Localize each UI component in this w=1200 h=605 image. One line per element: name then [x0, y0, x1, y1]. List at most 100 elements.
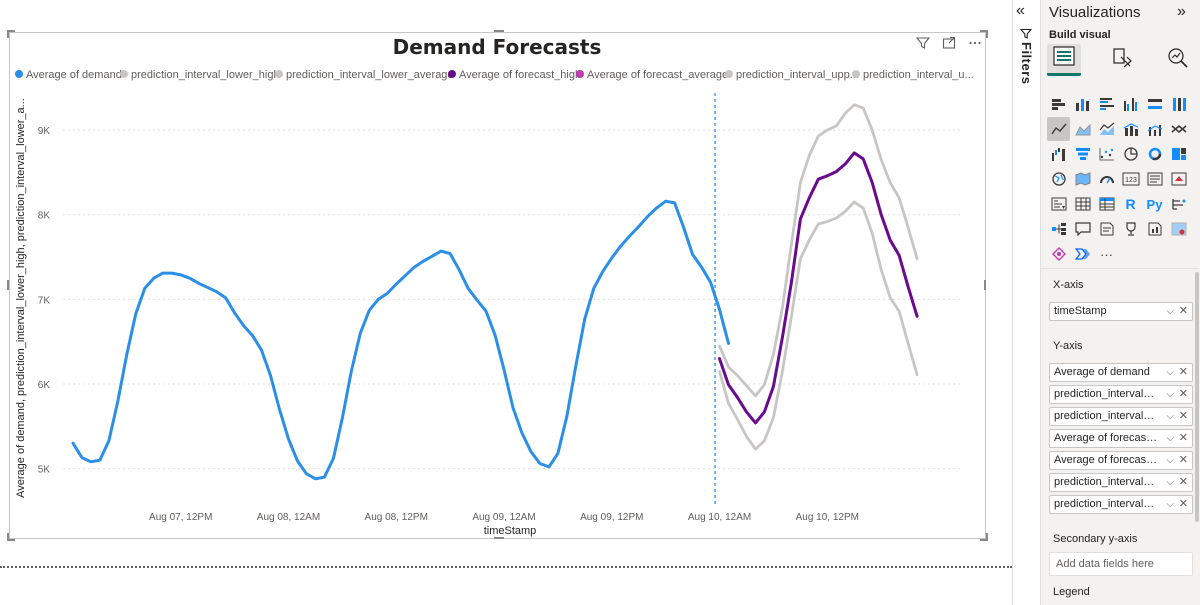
- key-influencers-icon[interactable]: [1167, 192, 1190, 216]
- power-automate-flow-icon[interactable]: [1071, 242, 1094, 266]
- line-stacked-column-chart-icon[interactable]: [1119, 117, 1142, 141]
- resize-handle-top-left[interactable]: [7, 30, 15, 38]
- python-visual-icon[interactable]: Py: [1143, 192, 1166, 216]
- chevron-down-icon[interactable]: ⌵: [1166, 455, 1174, 466]
- resize-handle-top-right[interactable]: [980, 30, 988, 38]
- resize-handle-left[interactable]: [7, 280, 9, 290]
- legend-item-label[interactable]: Average of forecast_average: [587, 69, 728, 81]
- waterfall-chart-icon[interactable]: [1047, 142, 1070, 166]
- legend-item-label[interactable]: prediction_interval_upp...: [736, 69, 859, 81]
- remove-field-icon[interactable]: ✕: [1178, 432, 1188, 444]
- pie-chart-icon[interactable]: [1119, 142, 1142, 166]
- r-script-visual-icon[interactable]: R: [1119, 192, 1142, 216]
- resize-handle-bottom-left[interactable]: [7, 533, 15, 541]
- legend-marker[interactable]: [275, 70, 283, 78]
- x-axis-field-pill[interactable]: timeStamp ⌵ ✕: [1049, 302, 1193, 321]
- remove-field-icon[interactable]: ✕: [1178, 454, 1188, 466]
- qna-icon[interactable]: [1071, 217, 1094, 241]
- chevron-down-icon[interactable]: ⌵: [1166, 433, 1174, 444]
- clustered-bar-chart-icon[interactable]: [1095, 92, 1118, 116]
- y-axis-field-pill[interactable]: Average of forecast_a... ⌵ ✕: [1049, 451, 1193, 470]
- resize-handle-right[interactable]: [984, 280, 986, 290]
- filters-pane-collapsed[interactable]: [1012, 0, 1040, 605]
- legend-marker[interactable]: [448, 70, 456, 78]
- y-axis-field-pill[interactable]: prediction_interval_lo... ⌵ ✕: [1049, 385, 1193, 404]
- power-apps-icon[interactable]: [1167, 217, 1190, 241]
- donut-chart-icon[interactable]: [1143, 142, 1166, 166]
- filter-icon[interactable]: [915, 36, 931, 52]
- kpi-icon[interactable]: [1167, 167, 1190, 191]
- y-axis-field-pill[interactable]: prediction_interval_up... ⌵ ✕: [1049, 473, 1193, 492]
- chevron-down-icon[interactable]: ⌵: [1166, 499, 1174, 510]
- area-chart-icon[interactable]: [1071, 117, 1094, 141]
- chevron-down-icon[interactable]: ⌵: [1166, 367, 1174, 378]
- remove-field-icon[interactable]: ✕: [1178, 476, 1188, 488]
- scatter-chart-icon[interactable]: [1095, 142, 1118, 166]
- resize-handle-bottom-right[interactable]: [980, 533, 988, 541]
- y-axis-field-pill[interactable]: Average of forecast_h... ⌵ ✕: [1049, 429, 1193, 448]
- series-line-average-of-demand[interactable]: [71, 199, 730, 481]
- analytics-tab[interactable]: [1161, 44, 1195, 76]
- collapse-filters-icon[interactable]: «: [1016, 2, 1025, 19]
- card-icon[interactable]: 123: [1119, 167, 1142, 191]
- treemap-icon[interactable]: [1167, 142, 1190, 166]
- report-canvas[interactable]: 5K 6K 7K 8K 9K Aug 07, 12PM Aug 08, 12AM Aug 08…: [0, 0, 1012, 605]
- matrix-icon[interactable]: [1095, 192, 1118, 216]
- focus-mode-icon[interactable]: [941, 36, 957, 52]
- clustered-column-chart-icon[interactable]: [1119, 92, 1142, 116]
- legend-marker[interactable]: [576, 70, 584, 78]
- power-automate-icon[interactable]: [1047, 242, 1070, 266]
- ribbon-chart-icon[interactable]: [1167, 117, 1190, 141]
- resize-handle-bottom[interactable]: [494, 537, 504, 539]
- chevron-down-icon[interactable]: ⌵: [1166, 411, 1174, 422]
- stacked-column-100-chart-icon[interactable]: [1167, 92, 1190, 116]
- paginated-report-icon[interactable]: [1143, 217, 1166, 241]
- chevron-down-icon[interactable]: ⌵: [1166, 306, 1174, 317]
- resize-handle-top[interactable]: [494, 30, 504, 32]
- secondary-y-axis-dropzone[interactable]: Add data fields here: [1049, 552, 1193, 576]
- series-line-prediction-interval-lower[interactable]: [718, 200, 919, 451]
- chevron-down-icon[interactable]: ⌵: [1166, 477, 1174, 488]
- legend-marker[interactable]: [120, 70, 128, 78]
- remove-field-icon[interactable]: ✕: [1178, 366, 1188, 378]
- stacked-bar-100-chart-icon[interactable]: [1143, 92, 1166, 116]
- funnel-chart-icon[interactable]: [1071, 142, 1094, 166]
- pane-scrollbar[interactable]: [1195, 272, 1199, 522]
- build-visual-tab[interactable]: [1047, 44, 1081, 76]
- stacked-area-chart-icon[interactable]: [1095, 117, 1118, 141]
- more-visuals-icon[interactable]: ···: [1100, 246, 1113, 262]
- legend-item-label[interactable]: Average of demand: [26, 69, 122, 81]
- filters-label[interactable]: Filters: [1019, 42, 1034, 85]
- expand-pane-icon[interactable]: »: [1177, 3, 1186, 20]
- smart-narrative-icon[interactable]: [1095, 217, 1118, 241]
- remove-field-icon[interactable]: ✕: [1178, 410, 1188, 422]
- legend-item-label[interactable]: prediction_interval_lower_average: [286, 69, 454, 81]
- slicer-icon[interactable]: [1047, 192, 1070, 216]
- goals-trophy-icon[interactable]: [1119, 217, 1142, 241]
- legend-item-label[interactable]: prediction_interval_u...: [863, 69, 974, 81]
- legend-item-label[interactable]: prediction_interval_lower_high: [131, 69, 280, 81]
- multi-row-card-icon[interactable]: [1143, 167, 1166, 191]
- gauge-icon[interactable]: [1095, 167, 1118, 191]
- legend-marker[interactable]: [852, 70, 860, 78]
- line-clustered-column-chart-icon[interactable]: [1143, 117, 1166, 141]
- y-axis-field-pill[interactable]: prediction_interval_lo... ⌵ ✕: [1049, 407, 1193, 426]
- series-line-average-of-forecast-high[interactable]: [718, 151, 919, 425]
- stacked-bar-chart-icon[interactable]: [1047, 92, 1070, 116]
- filled-map-icon[interactable]: [1071, 167, 1094, 191]
- line-chart-icon[interactable]: [1047, 117, 1070, 141]
- format-visual-tab[interactable]: [1105, 44, 1139, 76]
- remove-field-icon[interactable]: ✕: [1178, 498, 1188, 510]
- more-options-icon[interactable]: [967, 36, 983, 52]
- y-axis-field-pill[interactable]: Average of demand ⌵ ✕: [1049, 363, 1193, 382]
- legend-marker[interactable]: [15, 70, 23, 78]
- legend-item-label[interactable]: Average of forecast_high: [459, 69, 581, 81]
- stacked-column-chart-icon[interactable]: [1071, 92, 1094, 116]
- remove-field-icon[interactable]: ✕: [1178, 388, 1188, 400]
- legend-marker[interactable]: [725, 70, 733, 78]
- remove-field-icon[interactable]: ✕: [1178, 305, 1188, 317]
- chevron-down-icon[interactable]: ⌵: [1166, 389, 1174, 400]
- decomposition-tree-icon[interactable]: [1047, 217, 1070, 241]
- series-line-prediction-interval-upper[interactable]: [718, 103, 919, 398]
- map-icon[interactable]: [1047, 167, 1070, 191]
